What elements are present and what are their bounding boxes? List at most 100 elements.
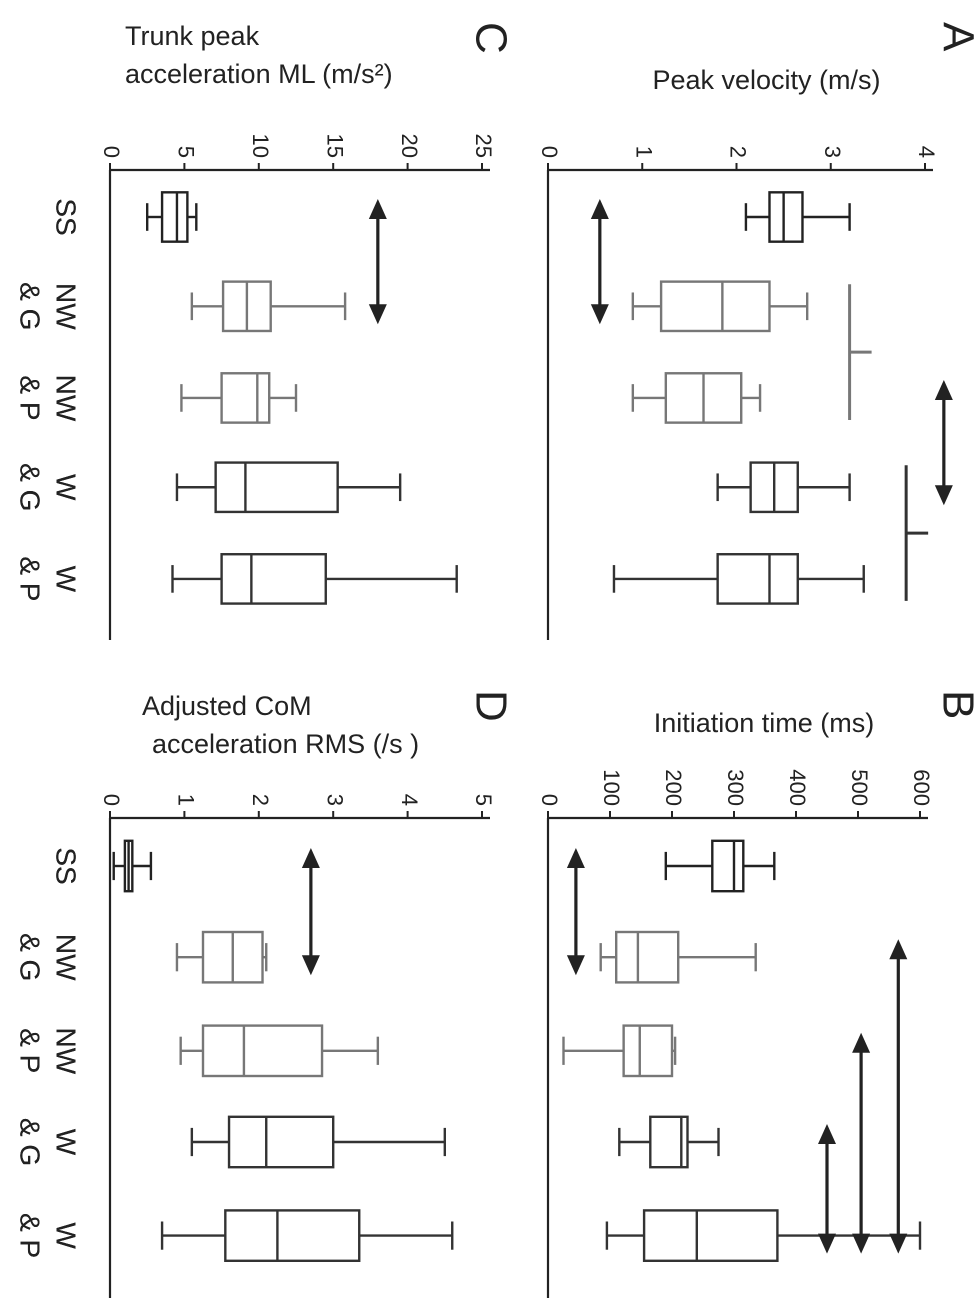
panel-d: 0 1 2 3 4 5 Adjusted CoM acceleration RMS (/s )… [15,690,515,1298]
svg-text:NW: NW [51,283,82,330]
category-label: SS [51,198,82,235]
box-iqr [220,372,271,424]
significance-bracket [848,284,872,420]
svg-text:& G: & G [15,933,46,981]
svg-text:W: W [51,1222,82,1249]
box-iqr [160,191,189,243]
axis-title: acceleration RMS (/s ) [152,729,419,759]
tick-label: 300 [723,769,748,806]
tick-label: 1 [631,146,656,158]
tick-label: 500 [847,769,872,806]
svg-text:& G: & G [15,282,46,330]
tick-label: 3 [820,146,845,158]
axis-title: acceleration ML (m/s²) [125,59,393,89]
box-w-g [175,461,402,514]
tick-label: 2 [248,794,273,806]
box-w-g [618,1115,720,1169]
tick-label: 0 [99,146,124,158]
category-label: W& P [15,1213,82,1258]
category-label: W& P [15,556,82,601]
svg-text:& G: & G [15,1118,46,1166]
box-ss [112,839,153,893]
svg-text:& P: & P [15,1028,46,1073]
panel-letter: A [933,22,974,52]
box-iqr [642,1209,779,1263]
box-w-g [190,1115,446,1169]
svg-text:W: W [51,474,82,501]
panel-letter: B [933,690,974,719]
significance-arrow [368,199,387,325]
category-label: W& G [15,1118,82,1166]
category-label: W& G [15,463,82,511]
significance-arrow [590,199,609,325]
box-ss [145,191,198,243]
svg-text:W: W [51,566,82,593]
category-label: W& P [15,556,82,601]
axis-title: Peak velocity (m/s) [652,65,880,95]
tick-label: 20 [397,134,422,158]
box-iqr [615,930,680,984]
axis-title: Initiation time (ms) [654,708,875,738]
category-label: W& G [15,463,82,511]
box-nw-g [175,930,268,984]
box-iqr [716,553,799,605]
box-w-p [171,553,458,605]
box-nw-p [631,372,762,424]
tick-label: 200 [661,769,686,806]
category-label: NW& P [15,1027,82,1074]
box-w-p [612,553,865,605]
svg-text:W: W [51,1129,82,1156]
significance-arrow [301,848,320,976]
tick-label: 15 [322,134,347,158]
box-iqr [220,553,327,605]
panel-c: 0 5 10 15 20 25 Trunk peak acceleration ML (m/s… [15,21,515,640]
category-label: SS [51,847,82,884]
svg-text:W: W [51,474,82,501]
tick-label: 10 [248,134,273,158]
svg-text:NW: NW [51,375,82,422]
svg-text:NW: NW [51,1027,82,1074]
significance-bracket [904,465,929,601]
category-label: NW& P [15,375,82,422]
tick-label: 0 [537,146,562,158]
svg-text:& G: & G [15,933,46,981]
svg-text:W: W [51,1129,82,1156]
category-label: NW& P [15,1027,82,1074]
svg-text:NW: NW [51,934,82,981]
significance-arrow [566,848,585,976]
svg-text:NW: NW [51,375,82,422]
tick-label: 100 [599,769,624,806]
box-iqr [201,1024,324,1078]
tick-label: 0 [537,794,562,806]
svg-text:SS: SS [51,198,82,235]
box-nw-g [599,930,757,984]
box-nw-p [179,1024,380,1078]
box-nw-p [562,1024,677,1078]
category-label: W& G [15,1118,82,1166]
svg-text:NW: NW [51,934,82,981]
svg-text:& G: & G [15,282,46,330]
tick-label: 1 [174,794,199,806]
significance-arrow [818,1124,836,1254]
category-label: NW& G [15,933,82,981]
category-label: NW& G [15,933,82,981]
box-ss [664,839,776,893]
tick-label: 4 [914,146,939,158]
category-label: W& P [15,1213,82,1258]
svg-text:SS: SS [51,198,82,235]
panel-letter: D [466,690,515,722]
box-iqr [214,461,339,514]
axis-title: Adjusted CoM [142,691,312,721]
significance-arrow [889,939,908,1254]
box-w-p [160,1209,454,1263]
tick-label: 5 [174,146,199,158]
box-nw-p [180,372,298,424]
svg-text:& P: & P [15,1213,46,1258]
box-nw-g [631,280,809,333]
svg-text:W: W [51,1222,82,1249]
box-iqr [768,191,804,243]
box-iqr [711,839,745,893]
svg-text:& P: & P [15,375,46,420]
box-nw-g [190,280,347,333]
svg-text:W: W [51,566,82,593]
